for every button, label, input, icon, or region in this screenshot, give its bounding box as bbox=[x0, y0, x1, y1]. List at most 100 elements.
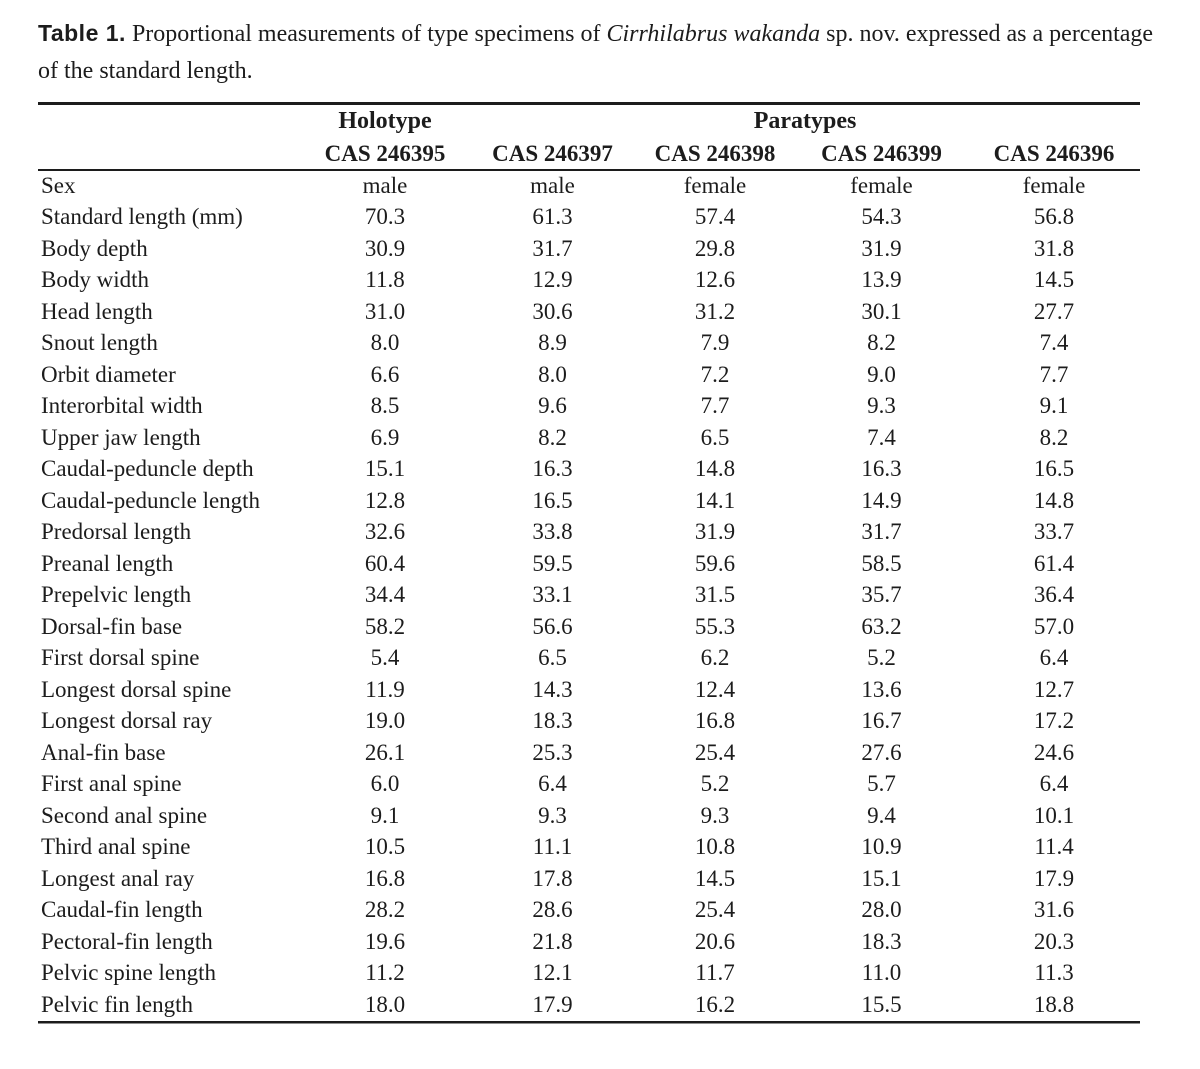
cell-value: 8.2 bbox=[1039, 424, 1069, 450]
cell-value: 25.4 bbox=[694, 739, 736, 765]
cell-value: 27.6 bbox=[861, 739, 902, 765]
specimen-header-cas-246397: CAS 246397 bbox=[470, 138, 635, 171]
table-row: Second anal spine 9.1 9.3 9.3 9.4 10.1 bbox=[38, 800, 1140, 832]
cell-value: 19.6 bbox=[364, 928, 406, 954]
table-row: Interorbital width 8.5 9.6 7.7 9.3 9.1 bbox=[38, 391, 1140, 423]
cell-value: 25.3 bbox=[532, 739, 573, 765]
row-label: Pelvic fin length bbox=[41, 991, 194, 1017]
specimen-header-cas-246396: CAS 246396 bbox=[968, 138, 1141, 171]
table-row: Pelvic fin length 18.0 17.9 16.2 15.5 18.8 bbox=[38, 989, 1140, 1021]
cell-value: 10.8 bbox=[694, 834, 736, 860]
row-label: Caudal-fin length bbox=[41, 897, 203, 923]
cell-value: 35.7 bbox=[861, 582, 902, 608]
cell-value: 14.8 bbox=[694, 456, 736, 482]
cell-value: 33.1 bbox=[532, 582, 573, 608]
table-row: Snout length 8.0 8.9 7.9 8.2 7.4 bbox=[38, 328, 1140, 360]
cell-value: 57.0 bbox=[1033, 613, 1075, 639]
cell-value: 16.2 bbox=[694, 991, 736, 1017]
measurements-table: Holotype Paratypes CAS 246395 CAS 246397… bbox=[38, 105, 1141, 1021]
cell-value: 9.3 bbox=[538, 802, 567, 828]
row-label: Pelvic spine length bbox=[41, 960, 217, 986]
table-row: Head length 31.0 30.6 31.2 30.1 27.7 bbox=[38, 296, 1140, 328]
cell-value: 8.2 bbox=[867, 330, 896, 356]
cell-value: 12.4 bbox=[694, 676, 736, 702]
row-label: Predorsal length bbox=[41, 519, 192, 545]
cell-value: 11.2 bbox=[365, 960, 405, 986]
table-row: Standard length (mm) 70.3 61.3 57.4 54.3 56.8 bbox=[38, 202, 1140, 234]
cell-value: 36.4 bbox=[1033, 582, 1075, 608]
cell-value: 6.5 bbox=[538, 645, 567, 671]
cell-value: 30.1 bbox=[861, 298, 902, 324]
cell-value: 11.9 bbox=[365, 676, 405, 702]
cell-value: 31.5 bbox=[694, 582, 736, 608]
cell-value: 33.8 bbox=[532, 519, 573, 545]
cell-value: 26.1 bbox=[364, 739, 406, 765]
cell-value: 11.4 bbox=[1034, 834, 1074, 860]
cell-value: 5.2 bbox=[867, 645, 896, 671]
cell-value: 14.5 bbox=[1033, 267, 1075, 293]
cell-value: 31.6 bbox=[1033, 897, 1075, 923]
cell-value: male bbox=[362, 173, 408, 199]
cell-value: 11.1 bbox=[532, 834, 573, 860]
table-body: Sex male male female female female Standard le… bbox=[38, 170, 1140, 1021]
cell-value: 9.4 bbox=[867, 802, 896, 828]
cell-value: 9.6 bbox=[538, 393, 567, 419]
cell-value: 7.4 bbox=[1039, 330, 1069, 356]
cell-value: 10.5 bbox=[364, 834, 406, 860]
table-row: Longest anal ray 16.8 17.8 14.5 15.1 17.9 bbox=[38, 863, 1140, 895]
row-label: Body depth bbox=[41, 235, 148, 261]
cell-value: female bbox=[1022, 173, 1086, 199]
cell-value: 60.4 bbox=[364, 550, 406, 576]
cell-value: 32.6 bbox=[364, 519, 406, 545]
cell-value: 9.1 bbox=[370, 802, 400, 828]
empty-header-cell bbox=[38, 138, 300, 171]
cell-value: 16.7 bbox=[861, 708, 902, 734]
row-label: Orbit diameter bbox=[41, 361, 176, 387]
cell-value: 34.4 bbox=[364, 582, 406, 608]
specimen-header-cas-246398: CAS 246398 bbox=[635, 138, 795, 171]
cell-value: 8.0 bbox=[370, 330, 400, 356]
cell-value: 16.3 bbox=[532, 456, 573, 482]
table-row: Caudal-fin length 28.2 28.6 25.4 28.0 31.6 bbox=[38, 895, 1140, 927]
cell-value: 18.3 bbox=[861, 928, 902, 954]
cell-value: 54.3 bbox=[861, 204, 902, 230]
cell-value: 12.1 bbox=[532, 960, 573, 986]
cell-value: 6.4 bbox=[1039, 771, 1069, 797]
cell-value: 9.3 bbox=[700, 802, 730, 828]
cell-value: 5.7 bbox=[867, 771, 896, 797]
cell-value: 16.5 bbox=[1033, 456, 1075, 482]
cell-value: 57.4 bbox=[694, 204, 736, 230]
table-row: Predorsal length 32.6 33.8 31.9 31.7 33.7 bbox=[38, 517, 1140, 549]
cell-value: 70.3 bbox=[364, 204, 406, 230]
table-header: Holotype Paratypes CAS 246395 CAS 246397… bbox=[38, 105, 1141, 171]
caption-text-before-species: Proportional measurements of type specim… bbox=[131, 21, 601, 47]
table-row: First anal spine 6.0 6.4 5.2 5.7 6.4 bbox=[38, 769, 1140, 801]
cell-value: 7.7 bbox=[1039, 361, 1069, 387]
cell-value: 6.9 bbox=[370, 424, 400, 450]
row-label: Caudal-peduncle length bbox=[41, 487, 261, 513]
specimen-header-cas-246399: CAS 246399 bbox=[795, 138, 968, 171]
table-row: Longest dorsal spine 11.9 14.3 12.4 13.6 12.7 bbox=[38, 674, 1140, 706]
group-header-row: Holotype Paratypes bbox=[38, 105, 1140, 138]
cell-value: 28.0 bbox=[861, 897, 902, 923]
row-label: Snout length bbox=[41, 330, 158, 356]
row-label: Interorbital width bbox=[41, 393, 203, 419]
paratypes-group-header: Paratypes bbox=[753, 108, 857, 134]
cell-value: 15.1 bbox=[364, 456, 406, 482]
cell-value: 33.7 bbox=[1033, 519, 1075, 545]
table-row: Upper jaw length 6.9 8.2 6.5 7.4 8.2 bbox=[38, 422, 1140, 454]
cell-value: 28.2 bbox=[364, 897, 406, 923]
cell-value: 6.4 bbox=[1039, 645, 1069, 671]
cell-value: 61.4 bbox=[1033, 550, 1075, 576]
cell-value: 24.6 bbox=[1033, 739, 1075, 765]
cell-value: 16.3 bbox=[861, 456, 902, 482]
cell-value: 19.0 bbox=[364, 708, 406, 734]
cell-value: 59.6 bbox=[694, 550, 736, 576]
row-label: Longest anal ray bbox=[41, 865, 195, 891]
cell-value: 11.0 bbox=[861, 960, 902, 986]
cell-value: 5.4 bbox=[370, 645, 400, 671]
cell-value: 55.3 bbox=[694, 613, 736, 639]
caption-label: Table 1. bbox=[38, 20, 126, 46]
row-label: First dorsal spine bbox=[41, 645, 200, 671]
cell-value: 16.8 bbox=[364, 865, 406, 891]
